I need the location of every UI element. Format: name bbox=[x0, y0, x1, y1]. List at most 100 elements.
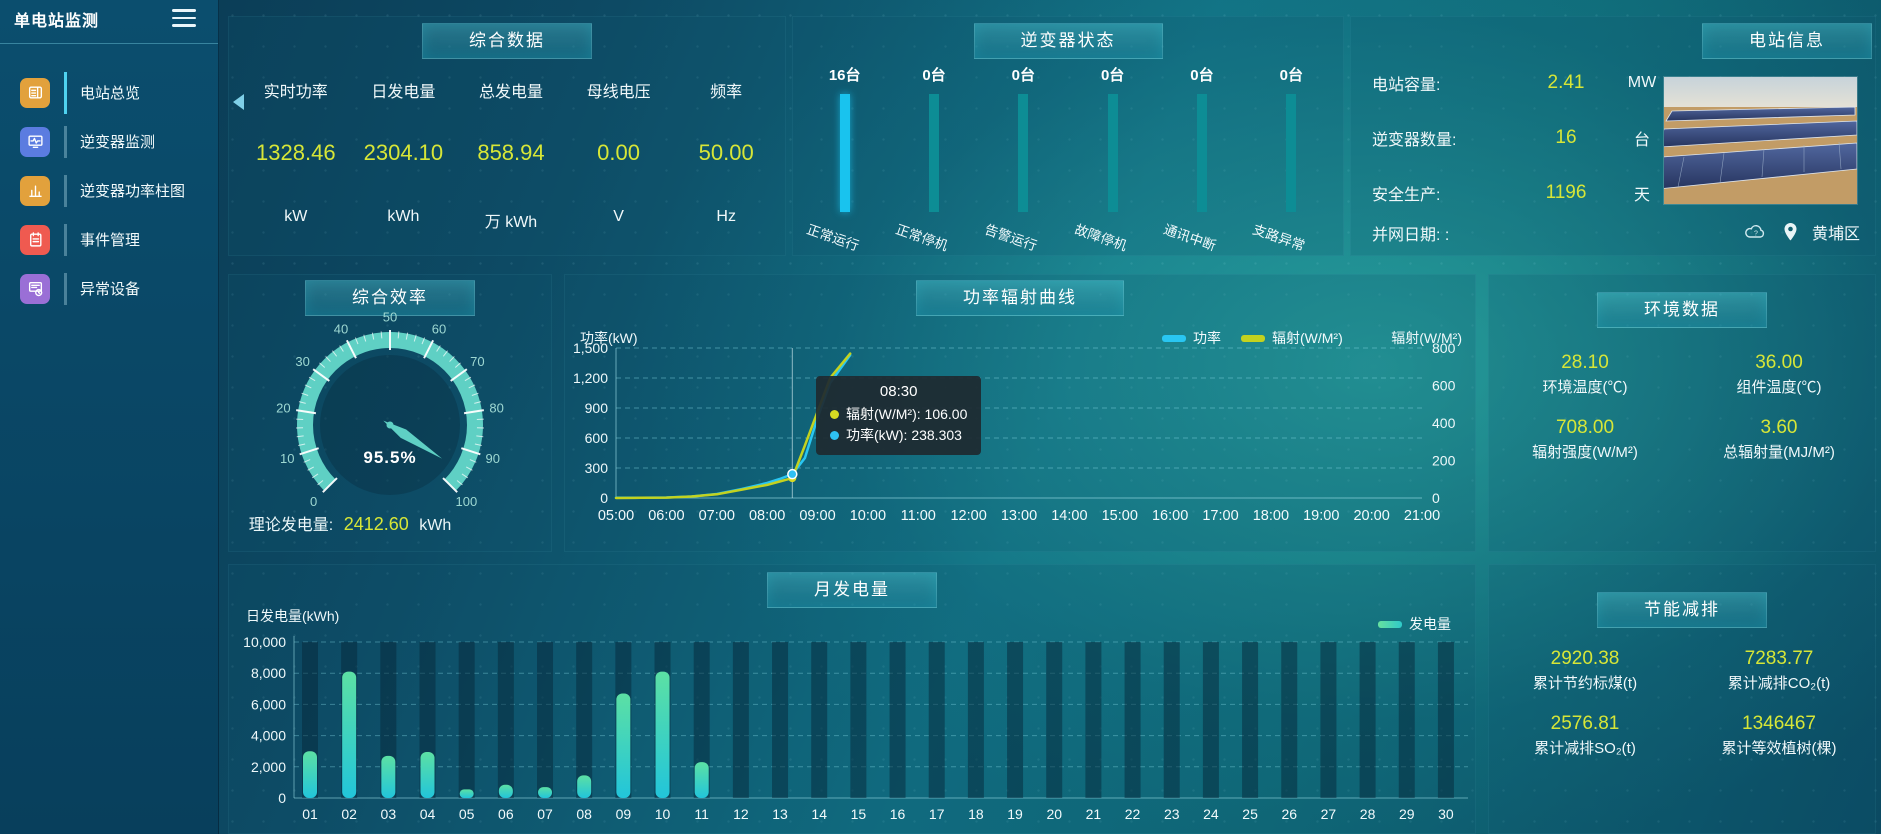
info-row: 安全生产: 1196 天 bbox=[1372, 180, 1672, 206]
svg-text:01: 01 bbox=[302, 806, 318, 822]
metric-value: 0.00 bbox=[597, 140, 640, 165]
svg-text:60: 60 bbox=[432, 321, 446, 336]
active-indicator bbox=[64, 223, 67, 256]
efficiency-gauge: 0 10 20 30 40 50 60 70 80 90 100 bbox=[276, 310, 504, 509]
svg-text:14: 14 bbox=[811, 806, 827, 822]
status-label: 支路异常 bbox=[1251, 221, 1308, 254]
svg-text:29: 29 bbox=[1399, 806, 1415, 822]
metric-label: 总辐射量(MJ/M²) bbox=[1723, 444, 1835, 461]
curve-legend[interactable]: 功率 辐射(W/M²) bbox=[1162, 328, 1343, 348]
status-label: 通讯中断 bbox=[1161, 221, 1218, 254]
monthly-bar-chart[interactable]: 0 2,000 4,000 6,000 8,000 10,000 01 02 03 04 05 06 0… bbox=[228, 564, 1476, 834]
metric-label: 总发电量 bbox=[478, 84, 543, 101]
info-row: 并网日期: : bbox=[1372, 220, 1672, 246]
metric-unit: V bbox=[613, 208, 624, 225]
metric-value: 2576.81 bbox=[1550, 713, 1620, 734]
sidebar-item-2[interactable]: 逆变器监测 bbox=[0, 117, 218, 166]
svg-text:13:00: 13:00 bbox=[1001, 508, 1037, 524]
panel-power-curve: 功率辐射曲线 功率(kW) 辐射(W/M²) 功率 辐射(W/M²) 0 300 60… bbox=[564, 274, 1476, 552]
svg-text:90: 90 bbox=[485, 451, 499, 466]
status-bar bbox=[1107, 94, 1118, 212]
svg-text:06:00: 06:00 bbox=[648, 508, 684, 524]
svg-text:30: 30 bbox=[1438, 806, 1454, 822]
svg-text:12:00: 12:00 bbox=[950, 508, 986, 524]
svg-text:06: 06 bbox=[498, 806, 514, 822]
svg-text:30: 30 bbox=[295, 354, 309, 369]
sidebar-item-5[interactable]: 异常设备 bbox=[0, 264, 218, 313]
environment-metric: 36.00 组件温度(℃) bbox=[1682, 350, 1876, 400]
info-label: 安全生产: bbox=[1372, 187, 1441, 204]
svg-text:70: 70 bbox=[470, 354, 484, 369]
svg-text:02: 02 bbox=[341, 806, 357, 822]
status-bar bbox=[1286, 94, 1297, 212]
collapse-left-arrow-icon[interactable] bbox=[233, 94, 244, 110]
svg-text:1,200: 1,200 bbox=[573, 370, 608, 386]
status-label: 正常停机 bbox=[893, 221, 950, 254]
status-label: 故障停机 bbox=[1072, 221, 1129, 254]
svg-text:27: 27 bbox=[1321, 806, 1337, 822]
inverter-status-bars[interactable]: 16台 正常运行 0台 正常停机 0台 告警运行 0台 故障停机 0台 通讯中断 0台 支路异常 bbox=[800, 56, 1336, 256]
panel-monthly-title: 月发电量 bbox=[767, 572, 937, 608]
svg-text:100: 100 bbox=[456, 494, 478, 509]
efficiency-value: 95.5% bbox=[363, 448, 417, 467]
monthly-legend[interactable]: 发电量 bbox=[1378, 614, 1451, 634]
summary-metric: 日发电量 2304.10 kWh bbox=[350, 64, 458, 256]
svg-text:17:00: 17:00 bbox=[1202, 508, 1238, 524]
legend-label: 功率 bbox=[1193, 330, 1221, 346]
metric-value: 7283.77 bbox=[1744, 648, 1814, 669]
monthly-y-axis-label: 日发电量(kWh) bbox=[246, 608, 340, 624]
sidebar-item-3[interactable]: 逆变器功率柱图 bbox=[0, 166, 218, 215]
info-label: 并网日期: : bbox=[1372, 227, 1450, 244]
metric-value: 1346467 bbox=[1742, 713, 1816, 734]
panel-station-info-title: 电站信息 bbox=[1702, 23, 1872, 59]
panel-energy-saving-title: 节能减排 bbox=[1597, 592, 1767, 628]
info-label: 电站容量: bbox=[1372, 77, 1441, 94]
metric-value: 2920.38 bbox=[1550, 648, 1620, 669]
legend-item-generation[interactable]: 发电量 bbox=[1378, 614, 1451, 634]
legend-item[interactable]: 辐射(W/M²) bbox=[1241, 328, 1343, 348]
panel-environment-title: 环境数据 bbox=[1597, 292, 1767, 328]
active-indicator bbox=[64, 71, 67, 114]
metric-label: 实时功率 bbox=[263, 84, 328, 101]
svg-text:10,000: 10,000 bbox=[243, 634, 286, 650]
svg-text:19: 19 bbox=[1007, 806, 1023, 822]
panel-summary: 综合数据 实时功率 1328.46 kW 日发电量 2304.10 kWh 总发电量 858.… bbox=[228, 16, 786, 256]
metric-value: 3.60 bbox=[1760, 417, 1798, 438]
legend-swatch-icon bbox=[1241, 334, 1265, 342]
saving-metric: 7283.77 累计减排CO₂(t) bbox=[1682, 646, 1876, 696]
info-unit: 台 bbox=[1633, 132, 1650, 149]
summary-metrics: 实时功率 1328.46 kW 日发电量 2304.10 kWh 总发电量 858.94 万 k… bbox=[242, 64, 780, 256]
hamburger-menu-icon[interactable] bbox=[172, 9, 196, 27]
theory-generation-unit: kWh bbox=[419, 517, 452, 534]
generation-swatch-icon bbox=[1378, 620, 1402, 628]
svg-text:08:00: 08:00 bbox=[749, 508, 785, 524]
metric-label: 频率 bbox=[710, 84, 743, 101]
legend-item[interactable]: 功率 bbox=[1162, 328, 1221, 348]
power-radiation-chart[interactable]: 0 300 600 900 1,200 1,500 0 200 400 600 800 05:00 06… bbox=[564, 274, 1476, 552]
svg-text:20:00: 20:00 bbox=[1353, 508, 1389, 524]
theory-generation-value: 2412.60 bbox=[343, 514, 409, 534]
sidebar-item-4[interactable]: 事件管理 bbox=[0, 215, 218, 264]
metric-value: 2304.10 bbox=[363, 140, 444, 165]
svg-text:80: 80 bbox=[489, 401, 503, 416]
active-indicator bbox=[64, 174, 67, 207]
summary-metric: 母线电压 0.00 V bbox=[565, 64, 673, 256]
metric-value: 50.00 bbox=[698, 140, 754, 165]
info-unit: 天 bbox=[1633, 187, 1650, 204]
legend-label: 辐射(W/M²) bbox=[1272, 330, 1343, 346]
environment-metric: 708.00 辐射强度(W/M²) bbox=[1488, 415, 1682, 465]
status-count: 0台 bbox=[922, 67, 946, 84]
svg-text:50: 50 bbox=[383, 310, 397, 325]
sidebar-item-1[interactable]: 电站总览 bbox=[0, 68, 218, 117]
svg-text:18:00: 18:00 bbox=[1253, 508, 1289, 524]
panel-power-curve-title: 功率辐射曲线 bbox=[916, 280, 1124, 316]
theory-generation-row: 理论发电量: 2412.60 kWh bbox=[188, 511, 512, 535]
svg-text:05: 05 bbox=[459, 806, 475, 822]
svg-text:600: 600 bbox=[1432, 378, 1456, 394]
svg-text:08: 08 bbox=[576, 806, 592, 822]
location-row[interactable]: ? 黄埔区 bbox=[1743, 218, 1860, 246]
info-row: 逆变器数量: 16 台 bbox=[1372, 125, 1672, 151]
svg-text:05:00: 05:00 bbox=[598, 508, 634, 524]
metric-unit: kWh bbox=[387, 208, 420, 225]
summary-metric: 频率 50.00 Hz bbox=[672, 64, 780, 256]
